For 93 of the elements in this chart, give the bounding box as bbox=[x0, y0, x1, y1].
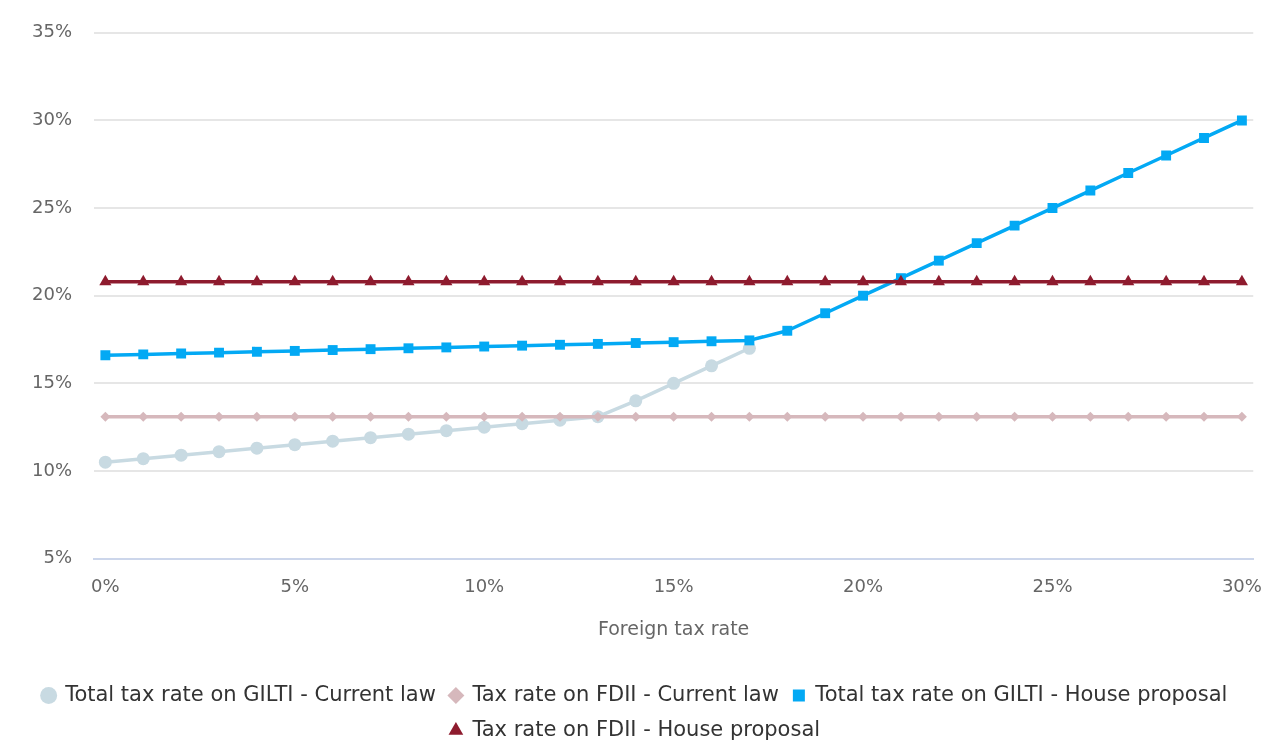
point bbox=[819, 274, 832, 286]
y-tick-label: 10% bbox=[31, 458, 73, 480]
point bbox=[667, 376, 681, 390]
point bbox=[137, 274, 150, 286]
y-tick-label: 35% bbox=[31, 20, 73, 42]
point bbox=[174, 448, 188, 462]
x-tick-label: 25% bbox=[1032, 575, 1073, 597]
point bbox=[365, 344, 376, 355]
x-tick-label: 10% bbox=[464, 575, 505, 597]
point bbox=[667, 274, 680, 286]
point bbox=[100, 350, 111, 361]
point bbox=[743, 274, 756, 286]
legend-label: Tax rate on FDII - Current law bbox=[471, 681, 779, 706]
y-tick-label: 20% bbox=[31, 283, 73, 305]
point bbox=[327, 345, 338, 355]
y-tick-label: 5% bbox=[43, 546, 73, 568]
point bbox=[250, 274, 263, 286]
point bbox=[705, 274, 718, 286]
point bbox=[477, 420, 491, 434]
point bbox=[555, 339, 565, 350]
point bbox=[212, 445, 226, 459]
point bbox=[138, 349, 149, 360]
point bbox=[592, 338, 603, 349]
legend-label: Tax rate on FDII - House proposal bbox=[471, 716, 821, 741]
y-tick-label: 25% bbox=[31, 195, 73, 217]
point bbox=[326, 434, 340, 448]
point bbox=[212, 274, 226, 286]
point bbox=[629, 274, 642, 286]
point bbox=[1123, 168, 1134, 178]
point bbox=[971, 238, 982, 249]
point bbox=[591, 274, 604, 286]
point bbox=[98, 455, 112, 469]
point bbox=[440, 274, 453, 286]
point bbox=[289, 345, 300, 356]
point bbox=[705, 359, 719, 373]
point bbox=[99, 274, 112, 286]
point bbox=[478, 274, 491, 286]
x-tick-label: 30% bbox=[1221, 575, 1262, 597]
point bbox=[1160, 274, 1173, 286]
point bbox=[403, 343, 414, 354]
legend-label: Total tax rate on GILTI - Current law bbox=[64, 681, 436, 706]
point bbox=[517, 340, 528, 351]
point bbox=[439, 424, 453, 438]
point bbox=[858, 290, 869, 301]
point bbox=[1235, 274, 1248, 286]
point bbox=[820, 308, 831, 319]
x-axis-title: Foreign tax rate bbox=[597, 616, 750, 639]
point bbox=[1199, 133, 1209, 143]
x-tick-label: 5% bbox=[280, 575, 310, 597]
point bbox=[1085, 185, 1096, 196]
point bbox=[288, 274, 301, 286]
x-tick-label: 15% bbox=[653, 575, 694, 597]
point bbox=[250, 441, 264, 455]
point bbox=[402, 274, 415, 286]
point bbox=[326, 274, 339, 286]
point bbox=[1046, 274, 1059, 286]
point bbox=[630, 338, 641, 348]
point bbox=[364, 431, 378, 445]
point bbox=[1009, 220, 1020, 231]
point bbox=[364, 274, 377, 286]
point bbox=[175, 274, 188, 286]
x-tick-label: 0% bbox=[91, 575, 120, 597]
point bbox=[136, 452, 150, 466]
y-tick-label: 15% bbox=[31, 371, 73, 393]
legend-label: Total tax rate on GILTI - House proposal bbox=[814, 681, 1228, 706]
point bbox=[932, 274, 945, 286]
point bbox=[288, 438, 302, 452]
point bbox=[553, 274, 567, 286]
point bbox=[251, 346, 262, 357]
point bbox=[1122, 274, 1135, 286]
point bbox=[1008, 274, 1021, 286]
point bbox=[933, 255, 944, 266]
point bbox=[744, 335, 755, 346]
point bbox=[1084, 274, 1097, 286]
point bbox=[479, 341, 490, 352]
point bbox=[401, 427, 415, 441]
point bbox=[781, 274, 794, 286]
point bbox=[176, 348, 187, 359]
x-tick-label: 20% bbox=[843, 575, 884, 597]
point bbox=[1197, 274, 1211, 286]
point bbox=[706, 336, 717, 347]
point bbox=[1047, 203, 1058, 214]
point bbox=[441, 342, 452, 353]
point bbox=[1236, 115, 1247, 126]
point bbox=[629, 394, 643, 408]
point bbox=[782, 325, 793, 336]
point bbox=[856, 274, 870, 286]
point bbox=[1161, 150, 1172, 161]
point bbox=[970, 274, 983, 286]
point bbox=[214, 347, 224, 358]
point bbox=[516, 274, 529, 286]
y-tick-label: 30% bbox=[31, 108, 73, 130]
point bbox=[668, 337, 679, 348]
